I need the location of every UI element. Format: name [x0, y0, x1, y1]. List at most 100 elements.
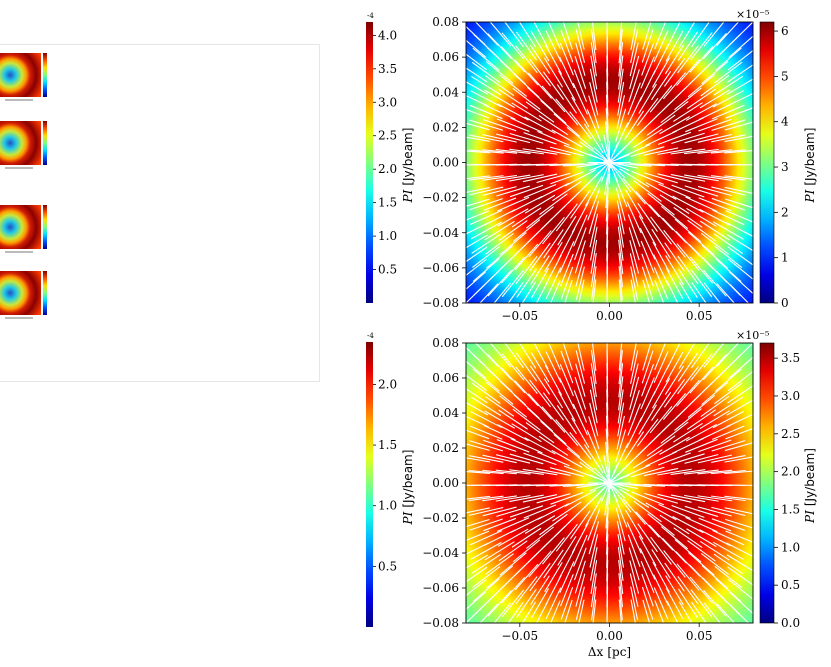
polarization-vector [495, 174, 531, 182]
polarization-vector [640, 56, 655, 89]
polarization-vector [590, 226, 598, 261]
polarization-vector [631, 491, 664, 506]
polarization-vector [544, 562, 563, 592]
colorbar-exponent: -4 [367, 12, 374, 20]
polarization-vector [516, 268, 537, 298]
polarization-vector [570, 510, 591, 539]
polarization-vector [537, 182, 570, 200]
colorbar-tick-label: 3.5 [781, 351, 800, 365]
polarization-vector [469, 198, 503, 211]
polarization-vector [526, 206, 554, 229]
polarization-vector [545, 587, 562, 619]
polarization-vector [727, 49, 753, 71]
colorbar-tick-label: 3.0 [781, 389, 800, 403]
polarization-vector [606, 343, 609, 372]
polarization-vector [584, 123, 604, 153]
polarization-vector [678, 281, 693, 303]
polarization-vector [619, 168, 650, 188]
polarization-vector [711, 198, 745, 211]
polarization-vector [630, 146, 665, 157]
thumbnail-plot[interactable] [0, 205, 47, 259]
polarization-vector [630, 483, 666, 487]
polarization-vector [471, 61, 501, 84]
polarization-vector [509, 453, 544, 465]
polarization-vector [537, 451, 570, 467]
polarization-vector [542, 217, 565, 245]
polarization-vector [644, 172, 678, 184]
polarization-vector [701, 60, 729, 85]
polarization-vector [697, 454, 733, 464]
polarization-vector [670, 469, 706, 475]
polarization-vector [666, 280, 679, 303]
polarization-vector [677, 366, 699, 395]
colorbar-gradient [759, 342, 775, 624]
colorbar-tick-label: 2.0 [378, 162, 397, 176]
polarization-vector [529, 58, 551, 87]
polarization-vector [703, 354, 727, 381]
polarization-vector [638, 535, 657, 566]
polarization-vector [516, 588, 537, 618]
polarization-vector [666, 22, 681, 49]
polarization-vector [479, 603, 499, 623]
polarization-vector [497, 208, 529, 227]
polarization-vector [549, 146, 584, 157]
polarization-vector [514, 59, 539, 86]
polarization-vector [479, 283, 499, 303]
colorbar-tick-label: 1.5 [781, 502, 800, 516]
polarization-vector [466, 271, 486, 290]
polarization-vector [524, 515, 556, 534]
polarization-vector [616, 483, 652, 488]
polarization-vector [616, 415, 625, 450]
polarization-vector [638, 215, 657, 246]
polarization-vector [701, 381, 729, 405]
polarization-vector [589, 68, 598, 103]
polarization-vector [615, 507, 626, 542]
polarization-vector [605, 441, 610, 477]
polarization-vector [593, 147, 610, 163]
y-tick-label: −0.08 [422, 616, 459, 630]
colorbar-tick-label: 2.0 [378, 377, 397, 391]
polarization-vector [515, 45, 538, 73]
polarization-vector [470, 542, 502, 560]
polarization-vector [710, 495, 746, 502]
colorbar-label-unit: [Jy/beam] [803, 128, 817, 186]
polarization-vector [562, 483, 598, 488]
polarization-vector [466, 187, 490, 194]
polarization-vector [626, 201, 642, 234]
polarization-vector [653, 364, 670, 396]
polarization-vector [469, 518, 503, 531]
polarization-vector [536, 468, 571, 476]
polarization-vector [609, 161, 630, 172]
polarization-vector [629, 363, 639, 397]
polarization-vector [528, 550, 552, 578]
polarization-vector [697, 186, 732, 197]
thumbnail-plot[interactable] [0, 121, 47, 175]
polarization-vector [703, 33, 727, 60]
polarization-vector [724, 484, 753, 486]
polarization-vector [559, 561, 575, 593]
polarization-vector [618, 266, 623, 301]
polarization-vector [651, 229, 671, 259]
polarization-vector [544, 57, 563, 88]
thumbnail-plot[interactable] [0, 53, 47, 107]
thumbnail-plot[interactable] [0, 271, 47, 325]
polarization-vector [608, 162, 619, 183]
polarization-vector [484, 89, 515, 108]
polarization-vector [525, 422, 555, 444]
polarization-vector [643, 467, 679, 477]
polarization-vector [650, 216, 672, 245]
polarization-vector [686, 208, 717, 227]
polarization-vector [530, 255, 550, 285]
polarization-vector [711, 119, 746, 131]
polarization-vector [588, 521, 599, 555]
polarization-vector [466, 360, 487, 379]
y-tick-label: 0.04 [432, 85, 459, 99]
polarization-vector [630, 279, 636, 303]
polarization-vector [616, 162, 652, 167]
polarization-vector [699, 424, 731, 441]
polarization-vector [645, 451, 677, 467]
polarization-vector [678, 343, 696, 369]
polarization-vector [633, 500, 662, 523]
polarization-vector [725, 530, 753, 543]
polarization-vector [588, 200, 599, 234]
